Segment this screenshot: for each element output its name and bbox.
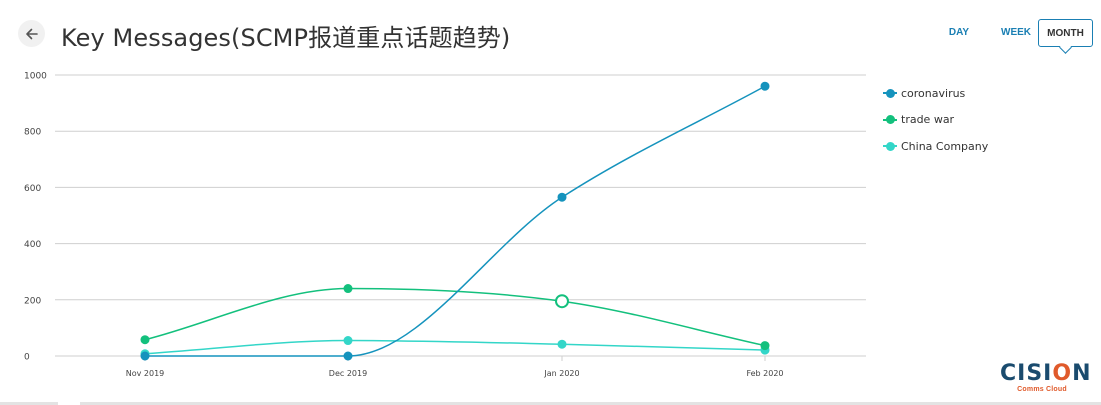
legend-item-coronavirus[interactable]: coronavirus: [883, 80, 988, 107]
y-tick-label: 200: [24, 296, 41, 306]
data-point-trade-war[interactable]: [760, 341, 770, 351]
legend-label: China Company: [901, 139, 989, 153]
y-tick-label: 600: [24, 184, 41, 194]
x-tick-label: Feb 2020: [746, 369, 783, 378]
y-tick-label: 1000: [24, 72, 47, 82]
x-tick-label: Nov 2019: [126, 369, 165, 378]
chart-legend: coronavirus trade war China Company: [883, 80, 988, 160]
data-point-trade-war[interactable]: [140, 335, 150, 345]
y-tick-label: 400: [24, 240, 41, 250]
legend-label: coronavirus: [901, 86, 966, 100]
logo-subtitle: Comms Cloud: [1017, 386, 1067, 393]
data-point-coronavirus[interactable]: [343, 351, 353, 361]
back-button[interactable]: [18, 20, 45, 47]
legend-swatch: [883, 88, 897, 98]
legend-swatch: [883, 115, 897, 125]
logo-wordmark: CISION: [1000, 361, 1092, 386]
y-tick-label: 0: [24, 353, 30, 363]
data-point-coronavirus[interactable]: [760, 81, 770, 91]
legend-label: trade war: [901, 113, 955, 127]
data-point-coronavirus[interactable]: [140, 351, 150, 361]
series-line-china-company: [144, 339, 766, 355]
arrow-left-icon: [25, 28, 38, 39]
tab-week[interactable]: WEEK: [1001, 27, 1031, 38]
legend-item-china-company[interactable]: China Company: [883, 133, 988, 160]
cision-logo: CISION Comms Cloud: [1000, 361, 1092, 399]
data-point-china-company[interactable]: [557, 339, 567, 349]
data-point-china-company[interactable]: [343, 336, 353, 346]
tab-month[interactable]: MONTH: [1038, 19, 1093, 47]
tab-day[interactable]: DAY: [948, 27, 970, 38]
data-point-trade-war[interactable]: [343, 284, 353, 294]
series-line-trade-war: [144, 287, 766, 347]
x-tick-label: Jan 2020: [543, 369, 579, 378]
data-point-coronavirus[interactable]: [557, 192, 567, 202]
scrollbar-track-left: [0, 402, 58, 405]
legend-item-trade-war[interactable]: trade war: [883, 107, 988, 134]
series-line-coronavirus: [145, 85, 766, 357]
y-tick-label: 800: [24, 128, 41, 138]
legend-swatch: [883, 141, 897, 151]
data-point-highlighted[interactable]: [555, 294, 569, 309]
page-title: Key Messages(SCMP报道重点话题趋势): [61, 24, 511, 52]
scrollbar-track[interactable]: [80, 402, 1101, 405]
chart-header: Key Messages(SCMP报道重点话题趋势) DAY WEEK MONT…: [0, 0, 1101, 68]
x-tick-label: Dec 2019: [329, 369, 367, 378]
period-tabs: DAY WEEK MONTH: [937, 19, 1093, 47]
